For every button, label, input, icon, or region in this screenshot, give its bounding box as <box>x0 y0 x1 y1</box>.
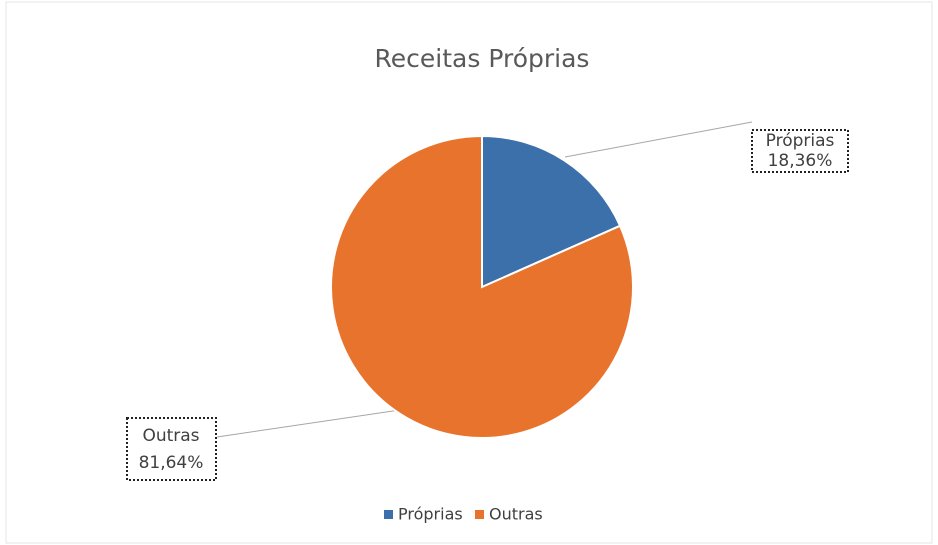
data-label-value: 18,36% <box>768 151 833 171</box>
leader-line <box>216 409 401 438</box>
data-label-value: 81,64% <box>139 453 204 473</box>
label-box <box>126 417 217 481</box>
leader-line <box>564 121 753 158</box>
legend-label: Outras <box>489 505 543 524</box>
legend-swatch <box>475 510 484 519</box>
data-label-name: Próprias <box>766 131 835 151</box>
pie-slice <box>330 134 634 439</box>
legend-swatch <box>384 510 393 519</box>
chart-title: Receitas Próprias <box>375 44 590 73</box>
legend-label: Próprias <box>398 505 463 524</box>
pie-slice <box>481 134 622 289</box>
label-box <box>751 129 849 173</box>
data-label-name: Outras <box>142 426 199 446</box>
